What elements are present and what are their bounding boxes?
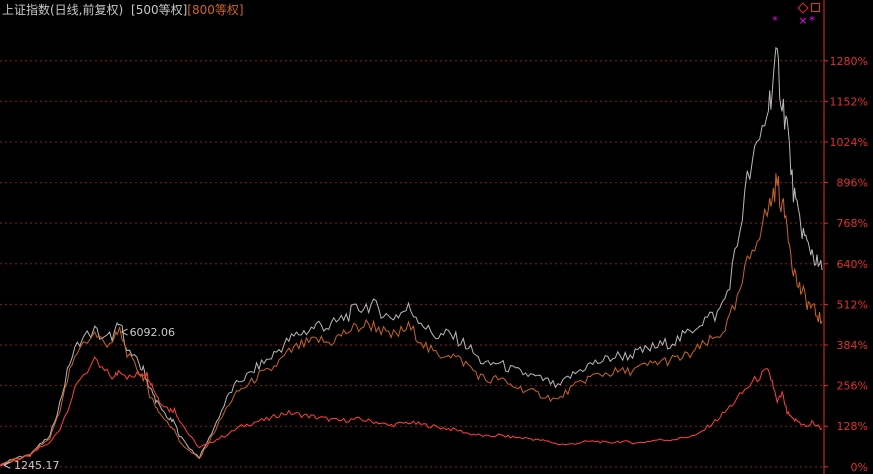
index-title: 上证指数(日线,前复权)	[2, 3, 124, 17]
y-tick-label: 640%	[837, 258, 868, 271]
y-tick-label: 128%	[837, 420, 868, 433]
y-tick-label: 256%	[837, 380, 868, 393]
y-tick-label: 1280%	[830, 55, 868, 68]
chart-title-bar: 上证指数(日线,前复权) [500等权][800等权]	[2, 2, 244, 18]
chart-series	[0, 47, 823, 466]
annotation-label: 1245.17	[14, 459, 60, 472]
event-marker: ×	[798, 14, 807, 27]
y-tick-label: 512%	[837, 298, 868, 311]
y-tick-label: 1024%	[830, 136, 868, 149]
y-tick-label: 768%	[837, 217, 868, 230]
annotation-arrow	[121, 328, 128, 336]
event-marker: *	[809, 14, 815, 27]
y-axis: 0% 128% 256% 384% 512% 640% 768% 896% 1024% 1152%…	[823, 0, 868, 474]
annotation-label: 6092.06	[130, 326, 176, 339]
square-icon[interactable]	[811, 3, 820, 12]
y-tick-label: 1152%	[830, 95, 868, 108]
index-line	[0, 356, 823, 466]
series-500-line	[0, 47, 823, 466]
chart-markers: * × *	[772, 14, 815, 27]
annotation-arrow	[3, 461, 11, 469]
series-500-label[interactable]: [500等权]	[131, 3, 188, 17]
series-800-line	[0, 173, 823, 466]
event-marker: *	[772, 14, 778, 27]
y-tick-label: 896%	[837, 177, 868, 190]
chart-annotations: 6092.06 1245.17	[3, 326, 176, 472]
y-tick-label: 384%	[837, 339, 868, 352]
chart-grid	[0, 60, 824, 468]
series-800-label[interactable]: [800等权]	[187, 3, 244, 17]
y-tick-label: 0%	[851, 461, 868, 474]
